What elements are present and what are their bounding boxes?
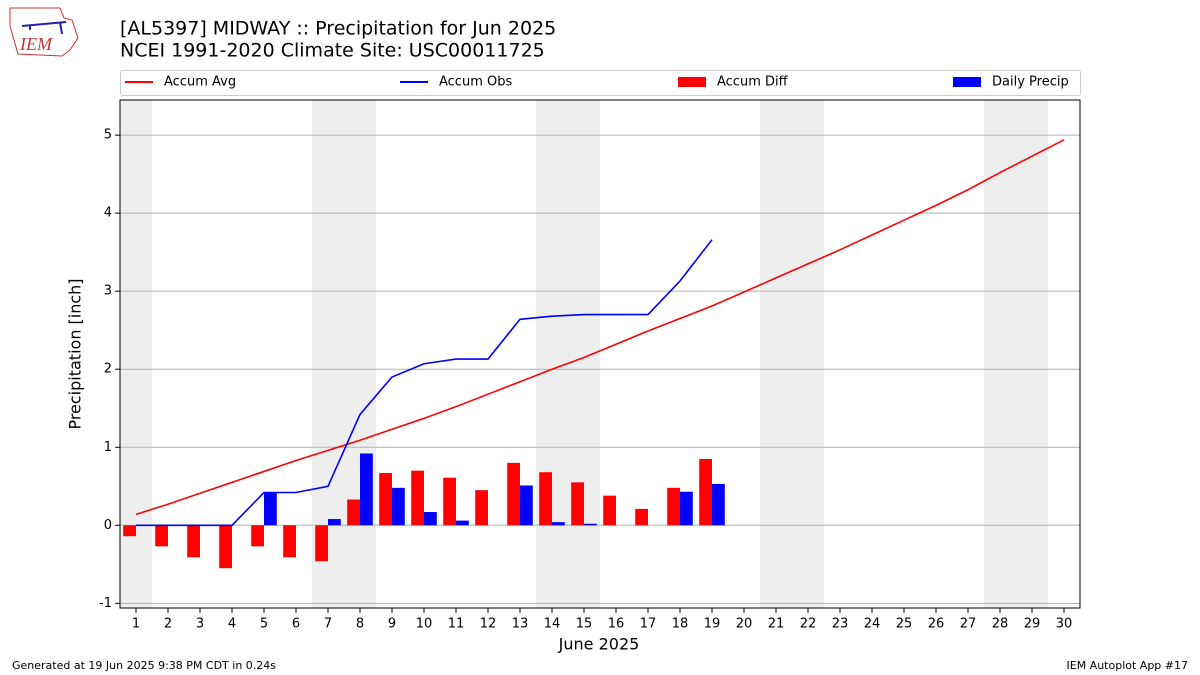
legend-label: Accum Diff <box>717 75 789 90</box>
bar <box>552 522 565 526</box>
x-tick-label: 17 <box>640 617 657 632</box>
footer-left: Generated at 19 Jun 2025 9:38 PM CDT in … <box>12 659 276 672</box>
x-tick-label: 22 <box>800 617 817 632</box>
bar <box>411 470 424 526</box>
x-tick-label: 29 <box>1024 617 1041 632</box>
bar <box>635 508 648 526</box>
x-tick-label: 24 <box>864 617 881 632</box>
logo-icon <box>21 21 67 35</box>
weekend-band <box>760 100 824 608</box>
line <box>136 239 713 527</box>
bar <box>603 495 616 526</box>
plot-frame <box>119 99 1081 609</box>
x-tick-label: 18 <box>672 617 689 632</box>
footer-right: IEM Autoplot App #17 <box>1067 659 1189 672</box>
bar <box>699 458 712 526</box>
bar <box>456 520 469 526</box>
x-tick-label: 25 <box>896 617 913 632</box>
x-tick-label: 20 <box>736 617 753 632</box>
bar <box>155 525 168 547</box>
legend-label: Daily Precip <box>992 75 1069 90</box>
x-tick-label: 30 <box>1056 617 1073 632</box>
bar <box>328 519 341 526</box>
logo-text: IEM <box>19 34 53 54</box>
logo: IEM <box>9 7 79 57</box>
bar <box>539 472 552 526</box>
legend-label: Accum Avg <box>164 75 236 90</box>
x-tick-label: 15 <box>576 617 593 632</box>
x-tick-label: 13 <box>512 617 529 632</box>
bar <box>571 482 584 526</box>
bar <box>264 492 277 526</box>
x-tick-label: 5 <box>260 617 268 632</box>
logo-outline <box>9 7 79 57</box>
x-tick-label: 27 <box>960 617 977 632</box>
legend-label: Accum Obs <box>439 75 512 90</box>
line <box>135 139 1065 516</box>
x-tick-label: 8 <box>356 617 364 632</box>
y-tick-label: 4 <box>104 206 112 221</box>
x-tick-label: 21 <box>768 617 785 632</box>
x-tick-label: 28 <box>992 617 1009 632</box>
bar <box>251 525 264 547</box>
y-tick-label: 3 <box>104 284 112 299</box>
chart-title: [AL5397] MIDWAY :: Precipitation for Jun… <box>120 18 556 40</box>
bar <box>712 483 725 526</box>
x-tick-label: 6 <box>292 617 300 632</box>
y-tick-label: 5 <box>104 128 112 143</box>
bar <box>584 523 597 526</box>
x-axis-label: June 2025 <box>558 635 640 654</box>
x-tick-label: 12 <box>480 617 497 632</box>
x-tick-label: 16 <box>608 617 625 632</box>
y-tick-label: -1 <box>99 596 112 611</box>
x-tick-label: 11 <box>448 617 465 632</box>
y-tick-label: 1 <box>104 440 112 455</box>
bar <box>123 525 136 537</box>
x-tick-label: 3 <box>196 617 204 632</box>
legend-swatch <box>953 77 981 87</box>
bar <box>379 473 392 526</box>
legend-swatch <box>678 77 706 87</box>
chart-subtitle: NCEI 1991-2020 Climate Site: USC00011725 <box>120 40 545 62</box>
bar <box>347 499 360 526</box>
x-tick-label: 1 <box>132 617 140 632</box>
bar <box>680 491 693 526</box>
weekend-band <box>120 100 152 608</box>
weekend-band <box>984 100 1048 608</box>
bar <box>424 512 437 526</box>
legend-box <box>120 70 1081 96</box>
x-tick-label: 9 <box>388 617 396 632</box>
x-tick-label: 7 <box>324 617 332 632</box>
x-tick-label: 19 <box>704 617 721 632</box>
bar <box>219 525 232 569</box>
bar <box>360 453 373 526</box>
bar <box>392 487 405 526</box>
y-axis-label: Precipitation [inch] <box>66 278 85 429</box>
x-tick-label: 14 <box>544 617 561 632</box>
bar <box>507 462 520 526</box>
x-tick-label: 26 <box>928 617 945 632</box>
x-tick-label: 23 <box>832 617 849 632</box>
bar <box>283 525 296 558</box>
bar <box>315 525 328 562</box>
bar <box>443 477 456 526</box>
bar <box>187 525 200 558</box>
bar <box>667 487 680 526</box>
y-tick-label: 0 <box>104 518 112 533</box>
x-tick-label: 2 <box>164 617 172 632</box>
bar <box>475 490 488 526</box>
x-tick-label: 4 <box>228 617 236 632</box>
y-tick-label: 2 <box>104 362 112 377</box>
bar <box>520 485 533 526</box>
x-tick-label: 10 <box>416 617 433 632</box>
